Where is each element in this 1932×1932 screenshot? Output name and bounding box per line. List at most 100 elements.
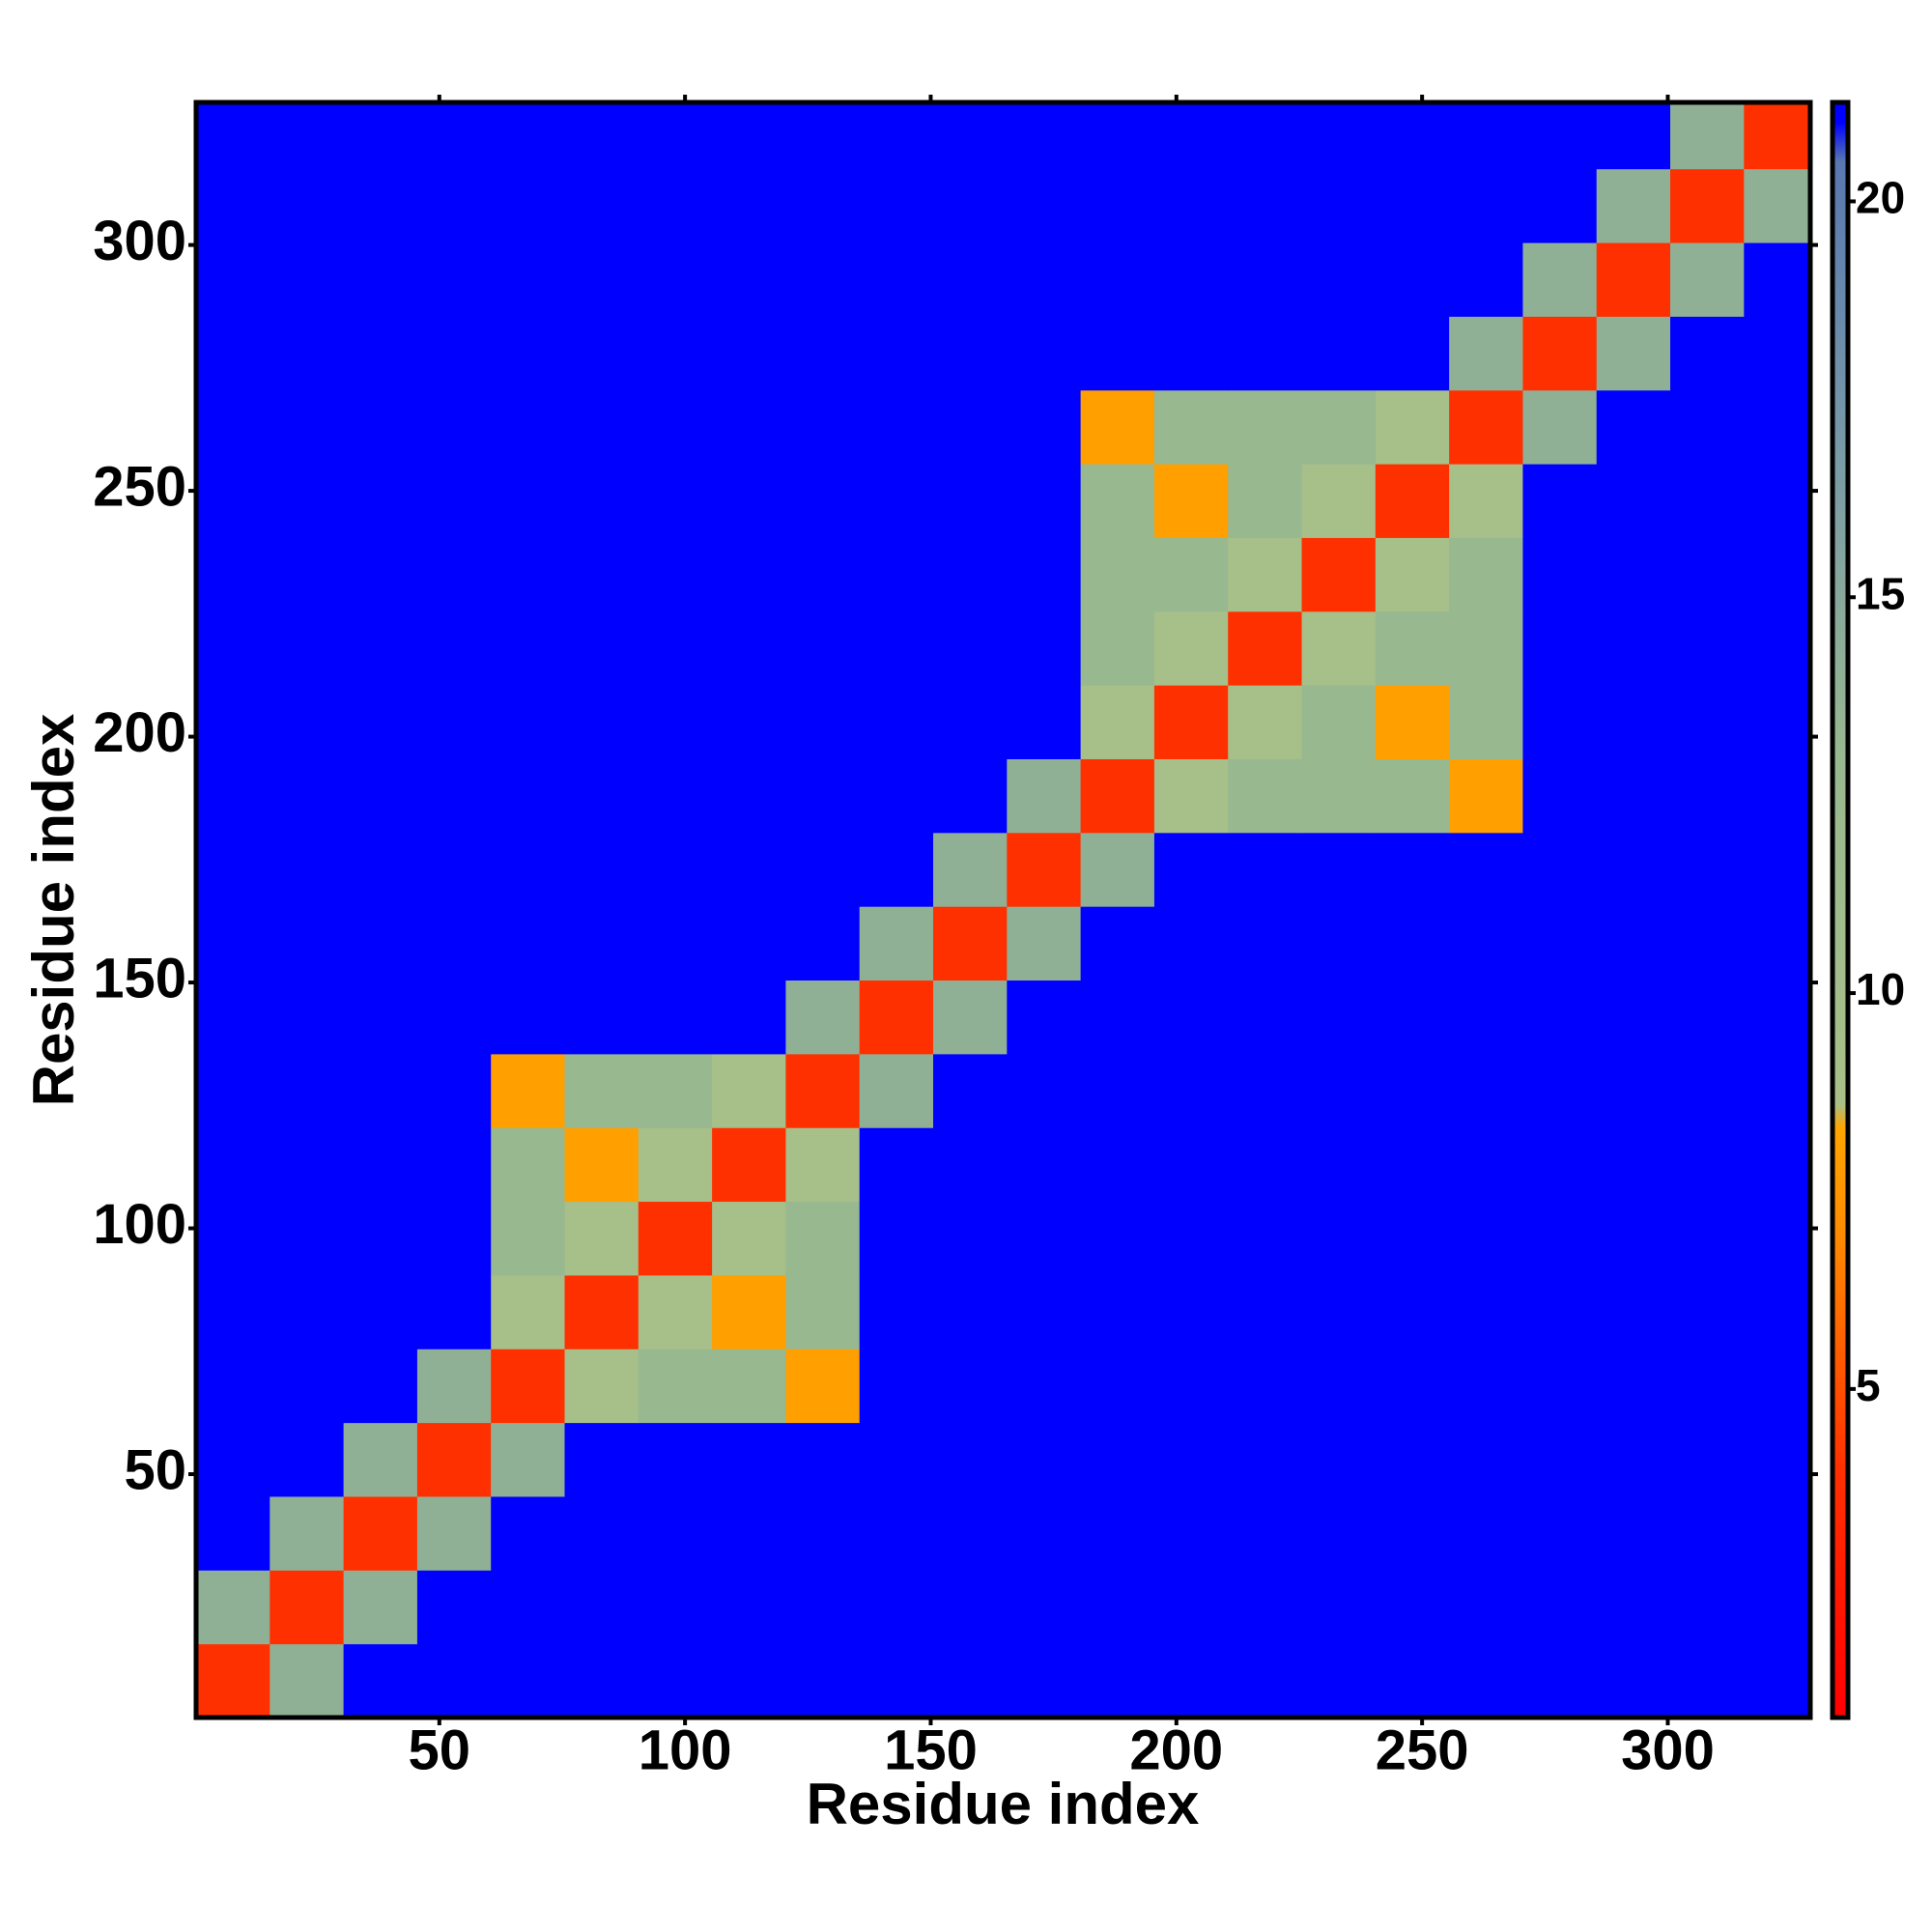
heatmap-cell [1596,1349,1671,1424]
heatmap-cell [1744,685,1811,759]
heatmap-cell [1744,1643,1811,1719]
heatmap-cell [1670,758,1745,834]
heatmap-cell [1522,1053,1598,1128]
heatmap-cell [1449,537,1523,612]
heatmap-cell [1228,1201,1303,1276]
heatmap-cell [933,1422,1008,1497]
heatmap-cell [1449,685,1523,759]
heatmap-cell [1080,832,1155,907]
heatmap-cell [270,102,345,170]
heatmap-cell [1375,685,1450,759]
heatmap-cell [491,832,566,907]
heatmap-cell [785,1053,861,1128]
heatmap-cell [1596,389,1671,465]
heatmap-cell [1522,1201,1598,1276]
heatmap-cell [638,1495,713,1571]
heatmap-cell [933,1643,1008,1719]
heatmap-cell [564,1053,639,1128]
heatmap-cell [1522,389,1598,465]
heatmap-cell [1080,537,1155,612]
heatmap-cell [416,316,492,391]
heatmap-cell [416,1570,492,1645]
heatmap-cell [1670,1349,1745,1424]
heatmap-cell [638,316,713,391]
heatmap-cell [564,832,639,907]
heatmap-cell [491,758,566,834]
heatmap-cell [712,537,786,612]
heatmap-cell [196,1422,270,1497]
x-tick-label: 150 [884,1719,978,1781]
heatmap-cell [785,611,861,686]
heatmap-cell [933,980,1008,1055]
heatmap-cell [416,464,492,538]
heatmap-cell [1596,832,1671,907]
heatmap-cell [1744,389,1811,465]
heatmap-cell [1301,1422,1377,1497]
heatmap-cell [1153,1570,1229,1645]
heatmap-cell [1744,1349,1811,1424]
heatmap-cell [1153,832,1229,907]
heatmap-cell [196,168,270,243]
heatmap-cell [712,1570,786,1645]
heatmap-cell [1228,1570,1303,1645]
heatmap-cell [1522,464,1598,538]
heatmap-cell [1596,1274,1671,1350]
heatmap-cell [1522,1422,1598,1497]
heatmap-cell [564,242,639,317]
heatmap-cell [712,1274,786,1350]
heatmap-cell [1301,906,1377,981]
heatmap-cell [491,1570,566,1645]
heatmap-cell [1596,464,1671,538]
heatmap-cell [416,685,492,759]
heatmap-cell [564,316,639,391]
heatmap-cell [491,464,566,538]
heatmap-cell [1375,389,1450,465]
heatmap-cell [785,980,861,1055]
heatmap-cell [638,980,713,1055]
heatmap-cell [859,389,934,465]
heatmap-cell [343,758,418,834]
heatmap-cell [785,389,861,465]
heatmap-cell [638,242,713,317]
heatmap-cell [1744,464,1811,538]
heatmap-cell [270,758,345,834]
heatmap-cell [1744,1422,1811,1497]
heatmap-cell [1228,1127,1303,1203]
heatmap-cell [1153,685,1229,759]
heatmap-cell [1301,1274,1377,1350]
heatmap-cell [1670,537,1745,612]
heatmap-cell [1670,906,1745,981]
heatmap-cell [712,611,786,686]
heatmap-cell [1301,168,1377,243]
heatmap-cell [1596,1422,1671,1497]
heatmap-cell [1375,242,1450,317]
heatmap-cell [1670,168,1745,243]
heatmap-cell [1449,1643,1523,1719]
x-tick-label: 50 [409,1719,471,1781]
plot-frame [193,99,1813,1720]
heatmap-cell [859,1201,934,1276]
heatmap-cell [343,537,418,612]
heatmap-cell [1007,1274,1082,1350]
heatmap-cell [712,1495,786,1571]
heatmap-cell [785,685,861,759]
heatmap-cell [1522,537,1598,612]
heatmap-cell [1522,980,1598,1055]
heatmap-cell [933,611,1008,686]
heatmap-cell [712,1422,786,1497]
y-tick-label: 200 [93,701,186,764]
heatmap-cell [343,1422,418,1497]
heatmap-cell [1522,1274,1598,1350]
heatmap-cell [859,980,934,1055]
heatmap-cell [933,685,1008,759]
heatmap-cell [1301,316,1377,391]
heatmap-cell [1228,980,1303,1055]
heatmap-cell [859,242,934,317]
heatmap-cell [1670,1422,1745,1497]
heatmap-cell [1153,537,1229,612]
heatmap-cell [1449,316,1523,391]
heatmap-cell [1228,832,1303,907]
heatmap-cell [1522,1127,1598,1203]
heatmap-cell [1007,611,1082,686]
heatmap-cell [1228,1349,1303,1424]
